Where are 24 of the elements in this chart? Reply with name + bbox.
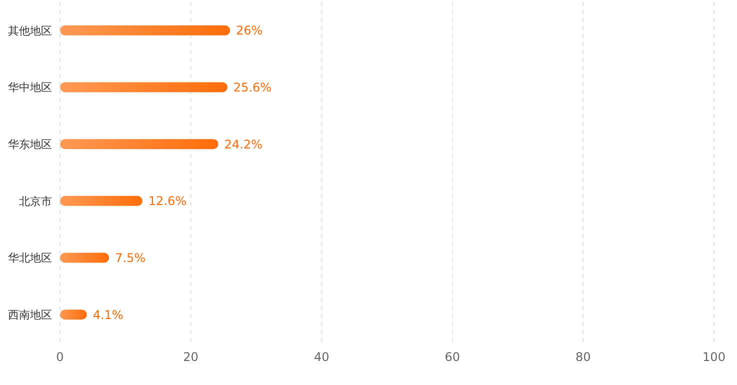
y-tick-label: 华北地区 [8,252,52,265]
data-label: 24.2% [224,137,262,152]
bar [60,252,110,263]
data-label: 25.6% [233,80,272,94]
data-label: 4.1% [92,308,124,322]
bar [60,196,142,206]
y-tick-label: 北京市 [19,194,52,208]
y-tick-label: 华中地区 [8,81,52,94]
bar [60,82,228,92]
bar [60,139,218,150]
y-tick-label: 西南地区 [8,308,52,322]
y-tick-label: 华东地区 [8,138,52,151]
x-tick-label: 60 [444,350,460,364]
x-tick-label: 40 [314,350,330,364]
x-tick-label: 100 [702,350,726,364]
data-label: 7.5% [115,250,146,265]
bar [60,310,87,320]
data-label: 12.6% [148,194,187,208]
x-tick-label: 0 [56,350,64,364]
x-tick-label: 80 [576,350,591,364]
y-tick-label: 其他地区 [8,24,52,38]
x-tick-label: 20 [183,350,198,364]
data-label: 26% [236,24,263,38]
bar [60,25,230,36]
